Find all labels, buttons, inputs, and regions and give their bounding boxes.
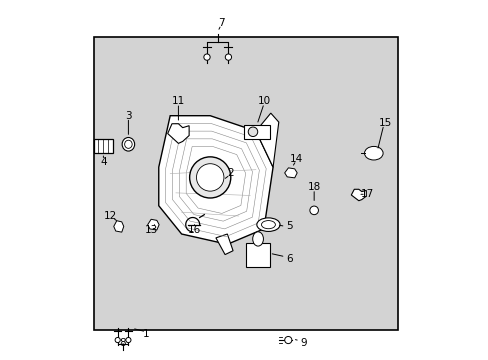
Text: 1: 1 <box>142 329 149 339</box>
Text: 14: 14 <box>289 154 302 163</box>
Circle shape <box>125 337 131 343</box>
Text: 5: 5 <box>285 221 292 231</box>
Circle shape <box>115 337 120 343</box>
Polygon shape <box>114 221 123 232</box>
Circle shape <box>284 337 291 343</box>
Polygon shape <box>147 219 159 230</box>
Circle shape <box>203 54 210 60</box>
Circle shape <box>189 157 230 198</box>
Ellipse shape <box>256 218 280 231</box>
Polygon shape <box>216 234 233 255</box>
Text: 15: 15 <box>378 118 391 128</box>
Text: 17: 17 <box>360 189 374 199</box>
Polygon shape <box>284 168 297 178</box>
Text: 11: 11 <box>171 96 184 107</box>
Polygon shape <box>350 189 366 201</box>
Text: 3: 3 <box>125 111 131 121</box>
Text: 10: 10 <box>257 96 270 107</box>
Text: 16: 16 <box>187 225 201 235</box>
Bar <box>245 243 270 267</box>
Ellipse shape <box>124 140 132 148</box>
Text: 2: 2 <box>226 168 233 178</box>
Text: 13: 13 <box>145 225 158 235</box>
Ellipse shape <box>122 138 134 151</box>
Circle shape <box>248 127 257 136</box>
Polygon shape <box>255 113 278 167</box>
Text: 9: 9 <box>300 338 306 347</box>
Text: 8: 8 <box>120 338 126 347</box>
Ellipse shape <box>252 232 263 246</box>
Text: 12: 12 <box>104 211 117 221</box>
Bar <box>93 139 113 153</box>
Circle shape <box>196 164 224 191</box>
Text: 7: 7 <box>218 18 224 28</box>
Bar <box>243 125 270 139</box>
Text: 4: 4 <box>100 157 106 167</box>
Polygon shape <box>167 124 189 143</box>
Circle shape <box>309 206 318 215</box>
Text: 6: 6 <box>285 253 292 264</box>
Ellipse shape <box>364 147 382 160</box>
Circle shape <box>225 54 231 60</box>
Text: 18: 18 <box>307 182 320 192</box>
Polygon shape <box>159 116 272 244</box>
Ellipse shape <box>261 221 275 229</box>
Bar <box>94 37 397 330</box>
